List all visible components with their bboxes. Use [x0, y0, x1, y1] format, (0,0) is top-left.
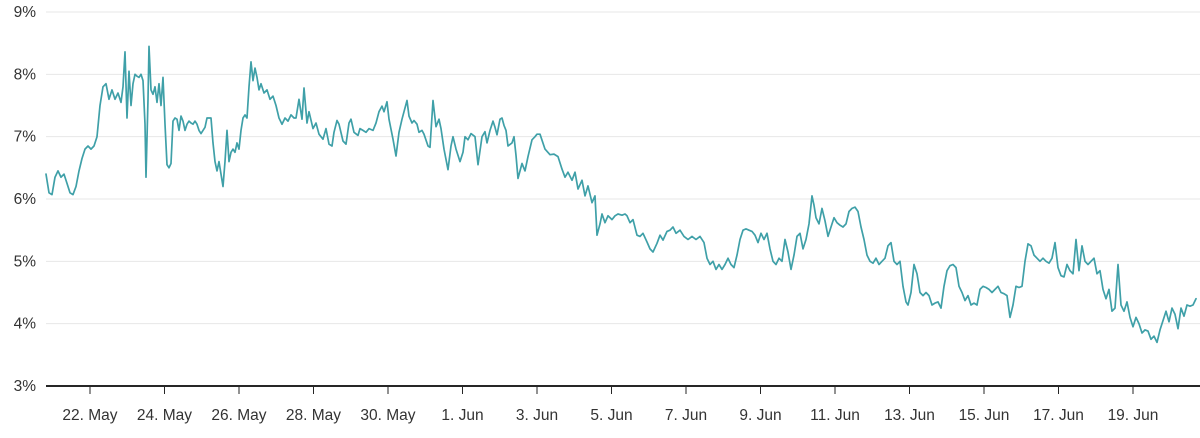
- x-axis-label-13-Jun: 13. Jun: [884, 407, 935, 424]
- x-axis-label-24-May: 24. May: [137, 407, 192, 424]
- x-axis-label-28-May: 28. May: [286, 407, 341, 424]
- y-axis-label-6%: 6%: [14, 191, 37, 208]
- x-axis-label-5-Jun: 5. Jun: [590, 407, 632, 424]
- y-axis-label-4%: 4%: [14, 316, 37, 333]
- x-axis-label-15-Jun: 15. Jun: [959, 407, 1010, 424]
- y-axis-label-5%: 5%: [14, 253, 37, 270]
- x-axis-label-26-May: 26. May: [211, 407, 266, 424]
- y-axis-label-7%: 7%: [14, 129, 37, 146]
- x-axis-label-9-Jun: 9. Jun: [739, 407, 781, 424]
- x-axis-label-11-Jun: 11. Jun: [810, 407, 860, 424]
- x-axis-label-3-Jun: 3. Jun: [516, 407, 558, 424]
- y-axis-label-9%: 9%: [14, 4, 37, 21]
- series-line-rate-percent[interactable]: [45, 45, 1197, 344]
- x-axis-label-22-May: 22. May: [62, 407, 117, 424]
- x-axis-label-7-Jun: 7. Jun: [665, 407, 707, 424]
- x-axis-label-1-Jun: 1. Jun: [441, 407, 483, 424]
- y-axis-label-3%: 3%: [14, 378, 37, 395]
- x-axis-label-19-Jun: 19. Jun: [1108, 407, 1159, 424]
- x-axis-label-17-Jun: 17. Jun: [1033, 407, 1084, 424]
- y-axis-label-8%: 8%: [14, 66, 37, 83]
- x-axis-label-30-May: 30. May: [360, 407, 415, 424]
